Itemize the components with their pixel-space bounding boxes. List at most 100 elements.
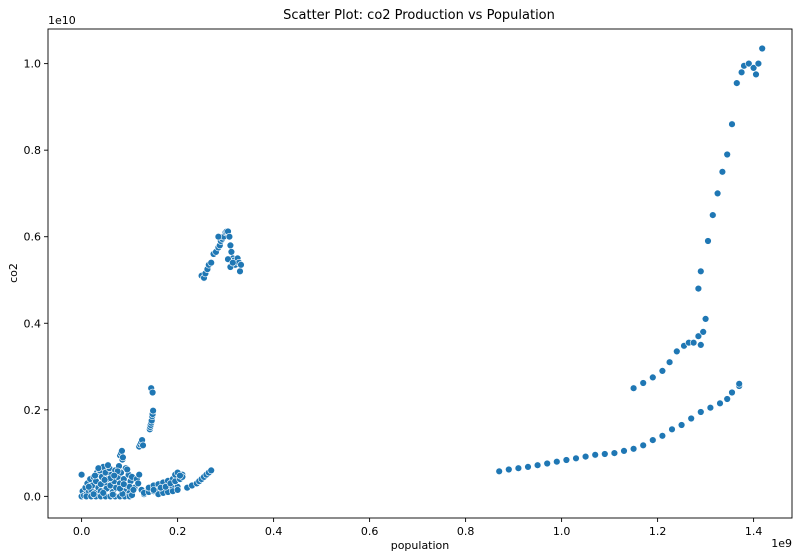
data-point — [694, 332, 703, 340]
data-point — [104, 461, 112, 469]
y-axis: 0.0 0.2 0.4 0.6 0.8 1.0 — [24, 58, 48, 503]
x-tick-label: 0.6 — [361, 525, 379, 538]
data-point — [658, 367, 667, 375]
data-point — [149, 486, 158, 494]
data-point — [120, 480, 128, 488]
data-point — [119, 453, 127, 462]
y-axis-offset-label: 1e10 — [48, 14, 76, 27]
y-tick-label: 0.0 — [24, 490, 42, 503]
data-point — [629, 445, 638, 453]
data-point — [562, 456, 571, 464]
x-tick-label: 0.0 — [73, 525, 91, 538]
data-point — [77, 471, 86, 479]
data-point — [85, 483, 93, 491]
data-point — [100, 476, 109, 484]
chart-title: Scatter Plot: co2 Production vs Populati… — [283, 8, 555, 23]
data-point — [706, 404, 715, 412]
data-point — [709, 211, 717, 219]
data-point — [149, 407, 157, 415]
data-point — [110, 471, 118, 480]
data-point — [581, 452, 590, 461]
data-point — [689, 339, 698, 347]
data-point — [658, 432, 667, 440]
plot-frame — [47, 28, 793, 519]
data-point — [673, 347, 681, 356]
data-point — [99, 489, 107, 497]
data-point — [737, 68, 746, 77]
data-point — [89, 490, 98, 498]
data-point — [591, 451, 599, 459]
data-point — [601, 450, 609, 458]
x-tick-label: 0.2 — [169, 525, 187, 538]
x-tick-label: 0.8 — [457, 525, 475, 538]
data-point — [610, 449, 619, 457]
data-point — [553, 458, 561, 466]
data-point — [94, 464, 103, 472]
x-tick-label: 1.0 — [553, 525, 571, 538]
data-point — [665, 358, 674, 366]
data-point — [697, 267, 705, 275]
data-point — [572, 454, 580, 462]
y-tick-label: 0.4 — [24, 317, 42, 330]
data-point — [214, 233, 223, 241]
data-point — [754, 59, 763, 68]
data-point — [227, 248, 236, 256]
data-point — [524, 463, 532, 471]
data-point — [699, 328, 707, 336]
x-axis-offset-label: 1e9 — [771, 537, 792, 550]
data-point — [109, 490, 117, 499]
data-point — [745, 59, 753, 68]
data-point — [697, 341, 705, 349]
data-point — [728, 120, 736, 128]
data-point — [620, 447, 628, 455]
data-point — [649, 373, 657, 382]
data-point — [639, 441, 647, 449]
data-point — [697, 408, 705, 416]
data-point — [543, 459, 551, 468]
data-point — [749, 64, 758, 72]
x-tick-label: 1.4 — [745, 525, 763, 538]
data-point — [505, 465, 513, 474]
data-point — [236, 267, 244, 275]
data-point — [701, 315, 710, 323]
data-point — [123, 465, 131, 474]
data-point — [649, 436, 657, 444]
data-point — [176, 471, 184, 480]
data-point — [758, 44, 766, 53]
x-axis-label: population — [391, 539, 450, 552]
y-tick-label: 0.6 — [24, 231, 42, 244]
x-tick-label: 0.4 — [265, 525, 283, 538]
data-point — [129, 486, 138, 494]
data-point — [118, 447, 126, 455]
y-tick-label: 0.8 — [24, 144, 42, 157]
plot-area — [77, 44, 766, 501]
data-point — [639, 379, 647, 387]
data-point — [173, 486, 182, 494]
data-point — [723, 150, 731, 159]
data-point — [733, 79, 741, 87]
data-point — [704, 237, 712, 245]
data-point — [514, 464, 523, 472]
data-point — [716, 399, 724, 407]
data-point — [728, 388, 736, 397]
data-point — [225, 233, 234, 241]
x-axis: 0.0 0.2 0.4 0.6 0.8 1.0 1.2 1.4 — [73, 518, 763, 538]
data-point — [713, 189, 722, 198]
y-axis-label: co2 — [7, 263, 20, 283]
data-point — [134, 479, 142, 488]
data-point — [723, 395, 731, 403]
x-tick-label: 1.2 — [649, 525, 667, 538]
data-point — [735, 380, 743, 388]
data-point — [718, 168, 727, 176]
data-point — [752, 70, 760, 79]
data-point — [629, 384, 638, 392]
data-point — [207, 466, 215, 475]
y-tick-label: 1.0 — [24, 58, 42, 71]
data-point — [687, 414, 695, 423]
data-point — [677, 421, 686, 429]
data-point — [139, 441, 147, 449]
data-point — [207, 259, 215, 267]
data-point — [533, 461, 542, 469]
data-point — [91, 471, 99, 480]
